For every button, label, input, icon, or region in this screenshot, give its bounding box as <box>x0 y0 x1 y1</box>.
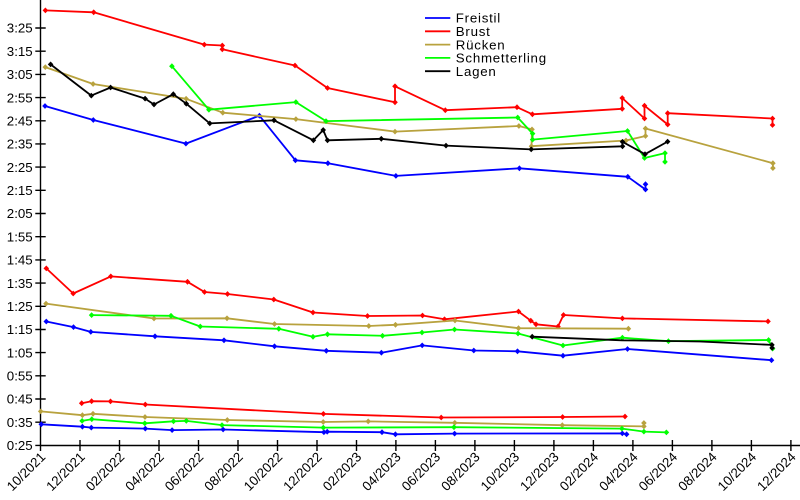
svg-text:2:35: 2:35 <box>7 137 33 152</box>
svg-text:0:55: 0:55 <box>7 369 33 384</box>
svg-text:2:15: 2:15 <box>7 183 33 198</box>
svg-text:1:35: 1:35 <box>7 276 33 291</box>
svg-text:3:05: 3:05 <box>7 67 33 82</box>
svg-text:Lagen: Lagen <box>456 64 497 79</box>
svg-text:0:45: 0:45 <box>7 392 33 407</box>
svg-text:Freistil: Freistil <box>456 11 501 26</box>
svg-text:2:45: 2:45 <box>7 114 33 129</box>
svg-text:2:55: 2:55 <box>7 90 33 105</box>
svg-text:3:25: 3:25 <box>7 21 33 36</box>
svg-text:0:35: 0:35 <box>7 415 33 430</box>
svg-text:2:05: 2:05 <box>7 206 33 221</box>
svg-text:0:25: 0:25 <box>7 438 33 453</box>
svg-text:Brust: Brust <box>456 24 491 39</box>
svg-text:1:05: 1:05 <box>7 345 33 360</box>
svg-text:2:25: 2:25 <box>7 160 33 175</box>
svg-text:1:45: 1:45 <box>7 253 33 268</box>
svg-text:Schmetterling: Schmetterling <box>456 51 547 66</box>
svg-text:Rücken: Rücken <box>456 37 506 52</box>
svg-text:1:15: 1:15 <box>7 322 33 337</box>
svg-text:1:55: 1:55 <box>7 229 33 244</box>
svg-text:3:15: 3:15 <box>7 44 33 59</box>
svg-text:1:25: 1:25 <box>7 299 33 314</box>
